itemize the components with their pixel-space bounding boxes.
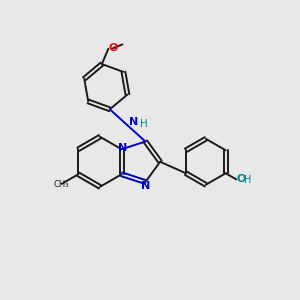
Text: N: N — [130, 118, 139, 128]
Text: O: O — [109, 43, 118, 52]
Text: N: N — [141, 181, 150, 190]
Text: N: N — [118, 143, 127, 153]
Text: O: O — [236, 174, 246, 184]
Text: CH₃: CH₃ — [53, 180, 69, 189]
Text: H: H — [244, 175, 251, 185]
Text: H: H — [140, 119, 148, 129]
